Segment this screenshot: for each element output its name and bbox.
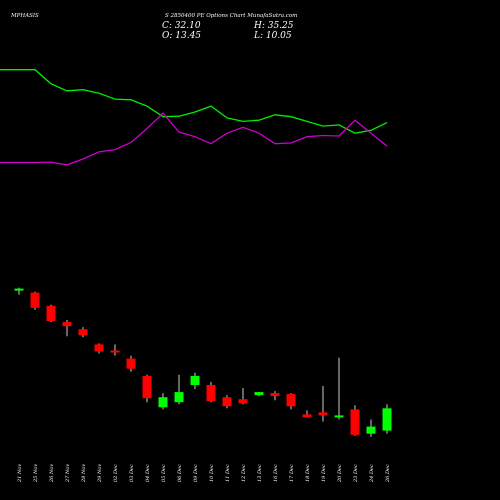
- candle-body-up: [334, 415, 344, 418]
- candle-24-dec: [366, 419, 376, 437]
- x-tick-label: 20 Dec: [337, 464, 343, 483]
- candle-13-dec: [254, 392, 264, 397]
- candle-29-nov: [94, 343, 104, 354]
- x-tick-label: 09 Dec: [193, 464, 199, 482]
- candle-body-down: [222, 397, 232, 407]
- x-tick-label: 16 Dec: [273, 464, 279, 482]
- x-tick-label: 27 Nov: [65, 464, 71, 483]
- candle-17-dec: [286, 393, 296, 410]
- candle-11-dec: [222, 395, 232, 409]
- candle-27-nov: [62, 320, 72, 337]
- candle-19-dec: [318, 386, 328, 422]
- candle-02-dec: [110, 344, 120, 356]
- candle-body-up: [174, 392, 184, 403]
- candle-body-down: [30, 292, 40, 308]
- candle-body-up: [366, 426, 376, 434]
- close-label: C: 32.10: [162, 21, 201, 31]
- x-tick-label: 26 Nov: [49, 464, 55, 483]
- x-tick-label: 19 Dec: [321, 464, 327, 482]
- candle-body-down: [286, 394, 296, 407]
- candle-body-down: [46, 305, 56, 321]
- x-tick-label: 29 Nov: [97, 464, 103, 483]
- x-tick-label: 10 Dec: [209, 464, 215, 482]
- x-tick-label: 28 Nov: [81, 464, 87, 483]
- candlesticks: [14, 287, 392, 437]
- candle-body-up: [254, 392, 264, 396]
- indicator-lines: [0, 69, 388, 166]
- candle-18-dec: [302, 410, 312, 418]
- candle-body-down: [78, 329, 88, 336]
- candle-10-dec: [206, 381, 216, 403]
- candle-body-down: [270, 393, 280, 397]
- candle-body-down: [126, 358, 136, 369]
- candle-body-down: [302, 414, 312, 418]
- x-tick-label: 26 Dec: [385, 464, 391, 483]
- candle-body-down: [238, 399, 248, 404]
- x-tick-label: 11 Dec: [225, 464, 231, 482]
- candle-body-down: [142, 375, 152, 399]
- candle-21-nov: [14, 287, 24, 295]
- x-tick-label: 04 Dec: [145, 464, 151, 482]
- candle-03-dec: [126, 355, 136, 372]
- candle-body-up: [382, 408, 392, 431]
- candle-body-up: [14, 288, 24, 291]
- indicator-line-magenta: [0, 112, 388, 166]
- x-tick-label: 24 Dec: [369, 464, 375, 483]
- candle-body-down: [62, 322, 72, 327]
- x-tick-label: 17 Dec: [289, 464, 295, 482]
- indicator-line-green: [0, 69, 388, 134]
- x-tick-label: 25 Nov: [33, 464, 39, 483]
- chart-subtitle: S 2850400 PE Options Chart MunafaSutra.c…: [165, 13, 297, 19]
- x-tick-label: 06 Dec: [177, 464, 183, 482]
- x-tick-label: 05 Dec: [161, 464, 167, 482]
- candle-25-nov: [30, 291, 40, 310]
- candle-20-dec: [334, 357, 344, 420]
- candle-26-dec: [382, 404, 392, 434]
- symbol-label: MPHASIS: [10, 13, 39, 19]
- x-tick-label: 12 Dec: [241, 464, 247, 482]
- candle-body-down: [206, 385, 216, 402]
- candle-body-down: [350, 409, 360, 435]
- x-tick-label: 02 Dec: [113, 464, 119, 482]
- candle-23-dec: [350, 405, 360, 436]
- x-axis-ticks: 21 Nov 25 Nov 26 Nov 27 Nov 28 Nov 29 Nov 02 D…: [17, 464, 391, 483]
- candle-06-dec: [174, 374, 184, 405]
- candle-28-nov: [78, 327, 88, 338]
- x-tick-label: 13 Dec: [257, 464, 263, 482]
- candle-05-dec: [158, 393, 168, 410]
- candle-12-dec: [238, 388, 248, 405]
- open-label: O: 13.45: [162, 31, 201, 41]
- x-tick-label: 21 Nov: [17, 464, 23, 483]
- candle-04-dec: [142, 374, 152, 403]
- x-tick-label: 23 Dec: [353, 464, 359, 483]
- candle-26-nov: [46, 304, 56, 323]
- candle-09-dec: [190, 372, 200, 390]
- x-tick-label: 03 Dec: [129, 464, 135, 482]
- x-tick-label: 18 Dec: [305, 464, 311, 482]
- candle-body-down: [318, 412, 328, 416]
- candle-16-dec: [270, 391, 280, 401]
- candle-body-up: [190, 375, 200, 385]
- candle-body-up: [158, 397, 168, 408]
- low-label: L: 10.05: [253, 31, 292, 41]
- high-label: H: 35.25: [253, 21, 294, 31]
- candle-body-down: [110, 350, 120, 353]
- candle-body-down: [94, 344, 104, 352]
